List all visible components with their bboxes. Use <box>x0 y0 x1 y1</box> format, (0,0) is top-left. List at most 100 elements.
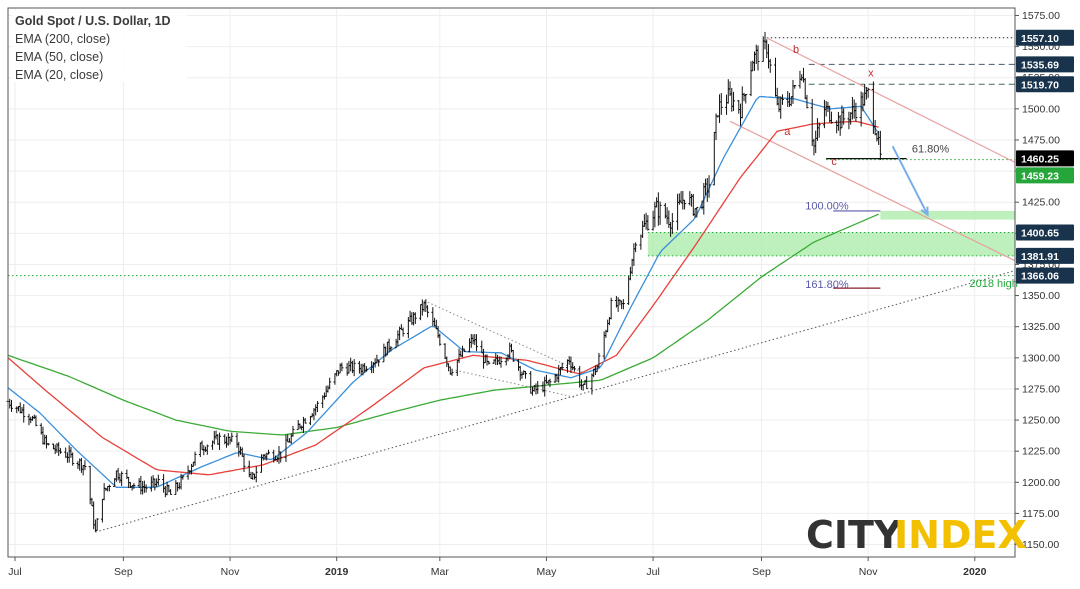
ohlc-bar <box>349 357 353 372</box>
price-tag: 1366.06 <box>1016 267 1074 284</box>
channel-line <box>766 37 1016 163</box>
ohlc-bar <box>350 360 354 374</box>
ohlc-bar <box>616 297 620 312</box>
ohlc-bar <box>149 476 153 492</box>
ohlc-bar <box>420 299 424 316</box>
ohlc-bar <box>249 471 253 479</box>
price-tag: 1535.69 <box>1016 56 1074 73</box>
price-bars-layer <box>6 31 882 532</box>
ohlc-bar <box>829 111 833 124</box>
ohlc-bar <box>419 304 423 321</box>
price-tag-box <box>1016 224 1074 241</box>
ohlc-bar <box>102 483 106 501</box>
ohlc-bar <box>345 362 349 376</box>
ohlc-bar <box>266 449 270 455</box>
ohlc-bar <box>475 334 479 352</box>
ohlc-bar <box>396 330 400 347</box>
y-tick-label: 1250.00 <box>1022 415 1060 427</box>
x-tick-label: Nov <box>859 566 878 578</box>
ohlc-bar <box>773 57 777 97</box>
ohlc-bar <box>548 378 552 388</box>
ohlc-bar <box>225 436 229 448</box>
ohlc-bar <box>739 103 743 126</box>
ohlc-bar <box>433 317 437 327</box>
ohlc-bar <box>218 432 222 451</box>
ohlc-bar <box>237 441 241 457</box>
ohlc-bar <box>543 376 547 397</box>
ohlc-bar <box>426 305 430 318</box>
ohlc-bar <box>438 333 442 346</box>
ohlc-bar <box>198 442 202 458</box>
ohlc-bar <box>95 518 99 531</box>
ohlc-bar <box>100 498 104 523</box>
ohlc-bar <box>413 312 417 324</box>
ohlc-bar <box>254 466 258 483</box>
ohlc-bar <box>81 465 85 476</box>
ohlc-bar <box>315 401 319 413</box>
x-tick-label: 2019 <box>325 566 349 578</box>
y-tick-label: 1425.00 <box>1022 197 1060 209</box>
legend-ema20: EMA (20, close) <box>15 68 103 82</box>
price-tag: 1381.91 <box>1016 247 1074 264</box>
price-tag: 1459.23 <box>1016 167 1074 184</box>
price-tag: 1400.65 <box>1016 224 1074 241</box>
ohlc-bar <box>572 366 576 372</box>
ohlc-bar <box>314 404 318 416</box>
ohlc-bar <box>340 362 344 372</box>
ohlc-bar <box>529 371 533 394</box>
ohlc-bar <box>639 234 643 250</box>
ohlc-bar <box>849 112 853 125</box>
ohlc-bar <box>468 338 472 353</box>
ohlc-bar <box>779 96 783 119</box>
ohlc-bar <box>118 473 122 484</box>
ohlc-bar <box>536 381 540 394</box>
ohlc-bar <box>457 348 461 364</box>
ohlc-bar <box>401 327 405 337</box>
ohlc-bar <box>751 60 755 72</box>
ohlc-bar <box>653 201 657 228</box>
ohlc-bar <box>569 356 573 373</box>
ohlc-bar <box>642 214 646 227</box>
ohlc-bar <box>726 79 730 104</box>
ohlc-bar <box>775 87 779 106</box>
legend: Gold Spot / U.S. Dollar, 1D EMA (200, cl… <box>12 10 187 82</box>
ohlc-bar <box>177 482 181 490</box>
ohlc-bar <box>67 445 71 463</box>
ohlc-bar <box>455 360 459 377</box>
price-tag-box <box>1016 56 1074 73</box>
ohlc-bar <box>585 376 589 390</box>
x-tick-label: Sep <box>114 566 133 578</box>
ohlc-bar <box>176 482 180 492</box>
ohlc-bar <box>114 470 118 482</box>
ohlc-bar <box>144 484 148 493</box>
chart-annotation: 161.80% <box>805 279 849 291</box>
ohlc-bar <box>57 442 61 456</box>
ohlc-bar <box>289 433 293 444</box>
ohlc-bar <box>523 371 527 379</box>
ohlc-bar <box>581 383 585 391</box>
ohlc-bar <box>714 113 718 141</box>
ohlc-bar <box>511 349 515 362</box>
ohlc-bar <box>510 343 513 353</box>
price-tag-box <box>1016 29 1074 46</box>
plot-frame <box>7 7 1016 558</box>
ohlc-bar <box>866 87 870 98</box>
price-tag-label: 1460.25 <box>1021 153 1059 165</box>
ohlc-bar <box>560 362 564 371</box>
price-tag-label: 1400.65 <box>1021 228 1059 240</box>
ohlc-bar <box>520 371 524 379</box>
ohlc-bar <box>328 377 332 390</box>
ohlc-bar <box>205 444 209 455</box>
x-tick-label: Jul <box>646 566 659 578</box>
ohlc-bar <box>742 92 746 102</box>
ohlc-bar <box>780 94 784 105</box>
price-tag-box <box>1016 76 1074 93</box>
ohlc-bar <box>691 193 695 216</box>
ohlc-bar <box>878 130 882 160</box>
ohlc-bar <box>667 210 671 229</box>
ohlc-bar <box>235 432 239 448</box>
ohlc-bar <box>756 45 760 71</box>
ohlc-bar <box>530 386 534 396</box>
ohlc-bar <box>754 44 758 64</box>
